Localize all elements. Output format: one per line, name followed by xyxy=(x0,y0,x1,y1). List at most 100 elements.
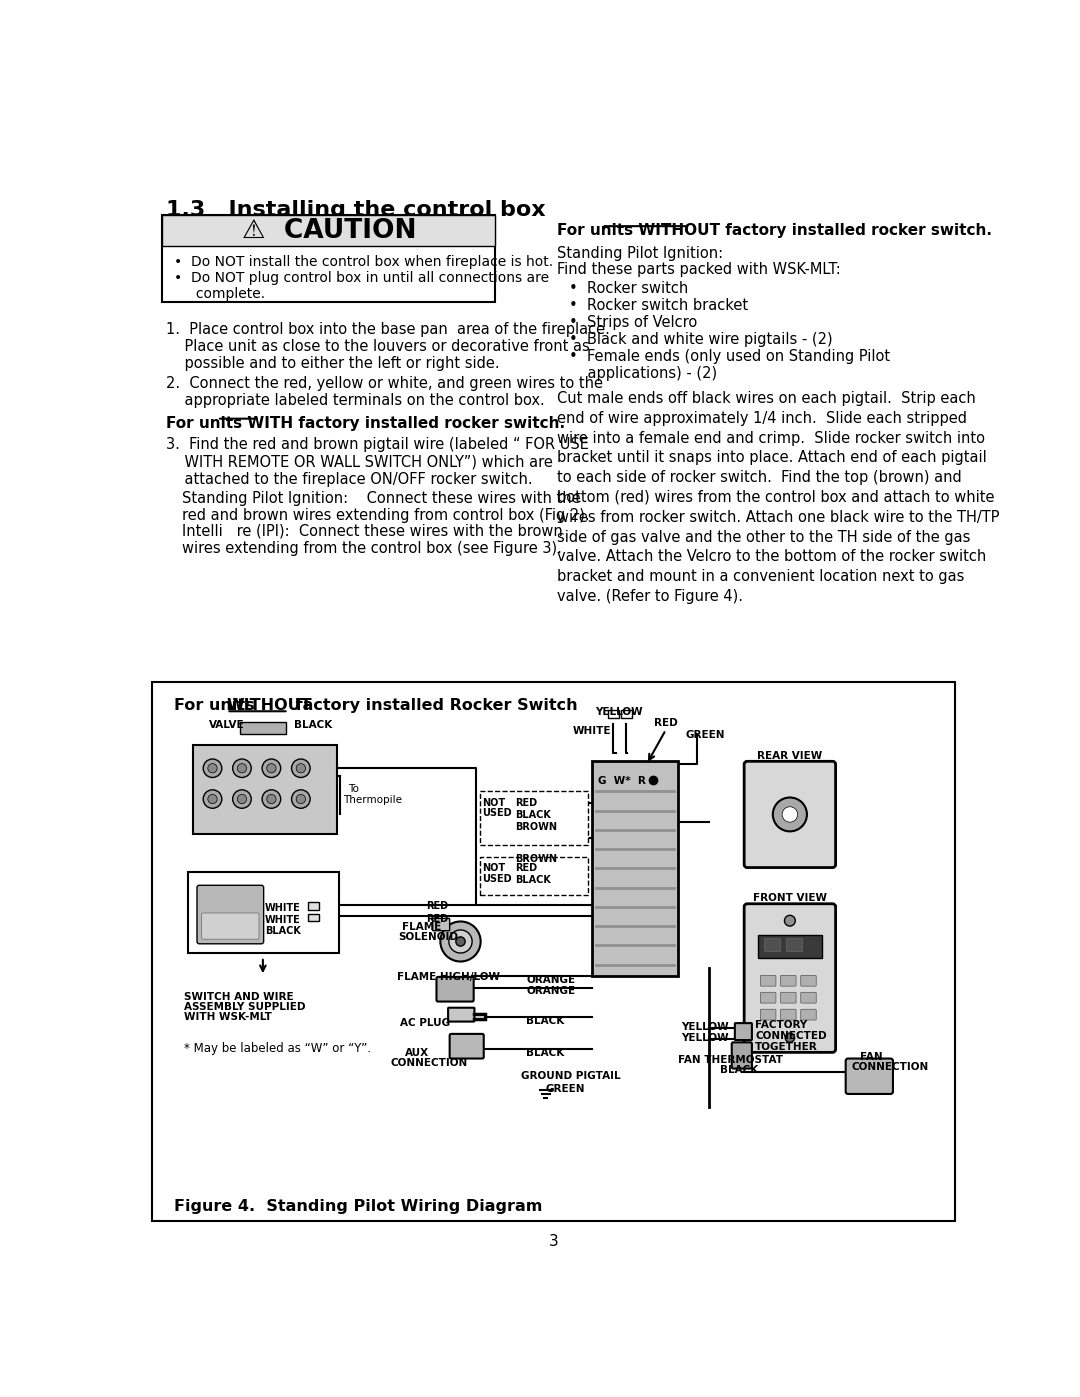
Circle shape xyxy=(232,759,252,778)
Text: YELLOW: YELLOW xyxy=(681,1023,729,1032)
FancyBboxPatch shape xyxy=(734,1023,752,1039)
Circle shape xyxy=(292,759,310,778)
FancyBboxPatch shape xyxy=(765,939,780,951)
FancyBboxPatch shape xyxy=(449,1034,484,1059)
FancyBboxPatch shape xyxy=(846,1059,893,1094)
FancyBboxPatch shape xyxy=(308,902,319,909)
Text: AC PLUG: AC PLUG xyxy=(400,1018,450,1028)
Text: BLACK: BLACK xyxy=(266,926,301,936)
FancyBboxPatch shape xyxy=(308,914,319,922)
Text: Intelli   re (IPI):  Connect these wires with the brown
wires extending from the: Intelli re (IPI): Connect these wires wi… xyxy=(181,524,563,556)
FancyBboxPatch shape xyxy=(433,918,449,930)
Text: FLAME: FLAME xyxy=(403,922,442,932)
FancyBboxPatch shape xyxy=(744,904,836,1052)
Text: GREEN: GREEN xyxy=(545,1084,585,1094)
Text: NOT: NOT xyxy=(482,798,505,807)
FancyBboxPatch shape xyxy=(436,977,474,1002)
Text: BLACK: BLACK xyxy=(294,719,333,729)
Text: BROWN: BROWN xyxy=(515,855,557,865)
FancyBboxPatch shape xyxy=(448,1007,474,1021)
Text: WITH WSK-MLT: WITH WSK-MLT xyxy=(184,1011,272,1021)
Text: RED: RED xyxy=(515,863,537,873)
FancyBboxPatch shape xyxy=(786,939,801,951)
Text: For units WITH factory installed rocker switch.: For units WITH factory installed rocker … xyxy=(166,415,565,430)
Text: BLACK: BLACK xyxy=(526,1048,565,1058)
FancyBboxPatch shape xyxy=(800,992,816,1003)
FancyBboxPatch shape xyxy=(758,935,822,958)
Circle shape xyxy=(782,806,798,823)
Text: •  Black and white wire pigtails - (2): • Black and white wire pigtails - (2) xyxy=(569,331,833,346)
FancyBboxPatch shape xyxy=(621,711,632,718)
FancyBboxPatch shape xyxy=(592,760,677,977)
Text: BROWN: BROWN xyxy=(515,823,557,833)
Circle shape xyxy=(292,789,310,809)
Text: RED: RED xyxy=(427,914,448,923)
FancyBboxPatch shape xyxy=(760,1009,775,1020)
Text: BLACK: BLACK xyxy=(720,1065,758,1074)
Text: FAN THERMOSTAT: FAN THERMOSTAT xyxy=(677,1055,783,1065)
Text: RED: RED xyxy=(515,798,537,807)
Text: BLACK: BLACK xyxy=(526,1016,565,1027)
Text: CONNECTION: CONNECTION xyxy=(852,1062,929,1073)
Text: USED: USED xyxy=(482,809,512,819)
FancyBboxPatch shape xyxy=(800,1009,816,1020)
Text: SWITCH AND WIRE: SWITCH AND WIRE xyxy=(184,992,294,1002)
Text: YELLOW: YELLOW xyxy=(681,1034,729,1044)
Text: •  Strips of Velcro: • Strips of Velcro xyxy=(569,314,698,330)
Text: For units: For units xyxy=(174,697,260,712)
FancyBboxPatch shape xyxy=(188,872,339,953)
Text: AUX: AUX xyxy=(405,1048,429,1058)
Text: WHITE: WHITE xyxy=(266,902,301,914)
FancyBboxPatch shape xyxy=(152,682,955,1221)
FancyBboxPatch shape xyxy=(162,215,496,302)
Text: BLACK: BLACK xyxy=(515,810,551,820)
Circle shape xyxy=(441,922,481,961)
Text: REAR VIEW: REAR VIEW xyxy=(757,750,823,760)
Circle shape xyxy=(262,759,281,778)
Text: WHITE: WHITE xyxy=(266,915,301,925)
FancyBboxPatch shape xyxy=(760,992,775,1003)
Circle shape xyxy=(207,764,217,773)
Text: FAN: FAN xyxy=(860,1052,882,1062)
Text: Standing Pilot Ignition:    Connect these wires with the
red and brown wires ext: Standing Pilot Ignition: Connect these w… xyxy=(181,490,589,524)
Text: NOT: NOT xyxy=(482,863,505,873)
Circle shape xyxy=(296,764,306,773)
Text: •  Do NOT plug control box in until all connections are
     complete.: • Do NOT plug control box in until all c… xyxy=(174,271,549,300)
Text: To: To xyxy=(348,784,359,793)
Text: factory installed Rocker Switch: factory installed Rocker Switch xyxy=(291,697,578,712)
Text: TOGETHER: TOGETHER xyxy=(755,1042,818,1052)
Circle shape xyxy=(232,789,252,809)
Text: 3.  Find the red and brown pigtail wire (labeled “ FOR USE
    WITH REMOTE OR WA: 3. Find the red and brown pigtail wire (… xyxy=(166,437,589,488)
Text: FLAME HIGH/LOW: FLAME HIGH/LOW xyxy=(397,972,500,982)
Text: CONNECTION: CONNECTION xyxy=(391,1058,468,1067)
Text: 1.  Place control box into the base pan  area of the fireplace.
    Place unit a: 1. Place control box into the base pan a… xyxy=(166,321,610,372)
FancyBboxPatch shape xyxy=(732,1042,752,1069)
Text: ORANGE: ORANGE xyxy=(526,986,576,996)
FancyBboxPatch shape xyxy=(480,791,589,845)
Text: FRONT VIEW: FRONT VIEW xyxy=(753,893,827,902)
Text: Cut male ends off black wires on each pigtail.  Strip each
end of wire approxima: Cut male ends off black wires on each pi… xyxy=(557,391,1000,604)
Text: 1.3   Installing the control box: 1.3 Installing the control box xyxy=(166,200,545,219)
Text: ⚠  CAUTION: ⚠ CAUTION xyxy=(242,218,416,244)
FancyBboxPatch shape xyxy=(760,975,775,986)
Text: BLACK: BLACK xyxy=(515,876,551,886)
Text: 2.  Connect the red, yellow or white, and green wires to the
    appropriate lab: 2. Connect the red, yellow or white, and… xyxy=(166,376,603,408)
Text: CONNECTED: CONNECTED xyxy=(755,1031,826,1041)
Circle shape xyxy=(784,915,795,926)
Circle shape xyxy=(203,789,221,809)
Circle shape xyxy=(267,764,276,773)
Text: •  Do NOT install the control box when fireplace is hot.: • Do NOT install the control box when fi… xyxy=(174,256,553,270)
Circle shape xyxy=(785,1034,795,1042)
Circle shape xyxy=(267,795,276,803)
FancyBboxPatch shape xyxy=(800,975,816,986)
Circle shape xyxy=(449,930,472,953)
Text: SOLENOID: SOLENOID xyxy=(399,932,459,942)
FancyBboxPatch shape xyxy=(608,711,619,718)
Text: GROUND PIGTAIL: GROUND PIGTAIL xyxy=(521,1071,621,1081)
FancyBboxPatch shape xyxy=(781,1009,796,1020)
FancyBboxPatch shape xyxy=(193,745,337,834)
Text: Figure 4.  Standing Pilot Wiring Diagram: Figure 4. Standing Pilot Wiring Diagram xyxy=(174,1200,542,1214)
Text: * May be labeled as “W” or “Y”.: * May be labeled as “W” or “Y”. xyxy=(184,1042,370,1055)
Text: WITHOUT: WITHOUT xyxy=(227,697,312,712)
FancyBboxPatch shape xyxy=(480,856,589,895)
